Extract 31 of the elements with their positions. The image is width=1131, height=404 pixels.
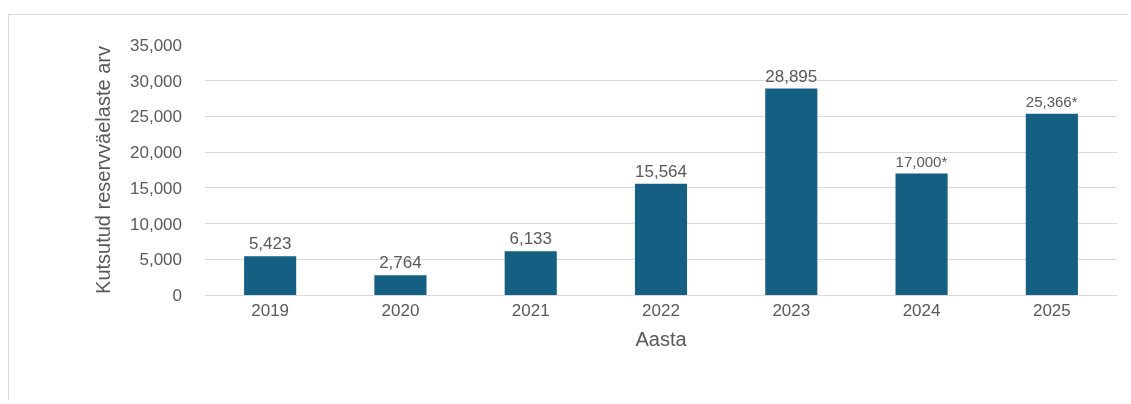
y-tick-label: 0	[172, 285, 182, 305]
y-tick-label: 5,000	[139, 250, 182, 270]
bar	[374, 275, 427, 295]
data-label: 25,366*	[1025, 93, 1078, 111]
x-tick-label: 2020	[381, 301, 420, 321]
y-tick-label: 30,000	[130, 71, 182, 91]
y-tick-label: 15,000	[130, 178, 182, 198]
y-axis-title: Kutsutud reservväelaste arv	[91, 46, 114, 294]
x-tick-label: 2025	[1032, 301, 1071, 321]
y-tick-label: 25,000	[130, 107, 182, 127]
data-label: 2,764	[379, 253, 422, 273]
bar	[504, 251, 557, 295]
data-label: 15,564	[635, 161, 687, 181]
x-tick-label: 2021	[511, 301, 550, 321]
data-label: 28,895	[765, 66, 818, 86]
bar	[895, 173, 948, 295]
y-tick-label: 35,000	[130, 35, 182, 55]
x-axis-title: Aasta	[635, 327, 688, 350]
data-label: 5,423	[248, 234, 292, 254]
data-label: 17,000*	[895, 153, 948, 171]
x-tick-label: 2023	[772, 301, 811, 321]
bar	[1025, 113, 1078, 295]
y-tick-label: 10,000	[130, 214, 182, 234]
x-tick-label: 2022	[642, 301, 680, 321]
bar	[244, 256, 297, 295]
bar	[634, 183, 688, 295]
bar	[765, 88, 818, 295]
x-tick-label: 2024	[902, 301, 941, 321]
data-label: 6,133	[509, 229, 552, 249]
x-tick-label: 2019	[251, 301, 290, 321]
y-tick-label: 20,000	[130, 143, 182, 163]
